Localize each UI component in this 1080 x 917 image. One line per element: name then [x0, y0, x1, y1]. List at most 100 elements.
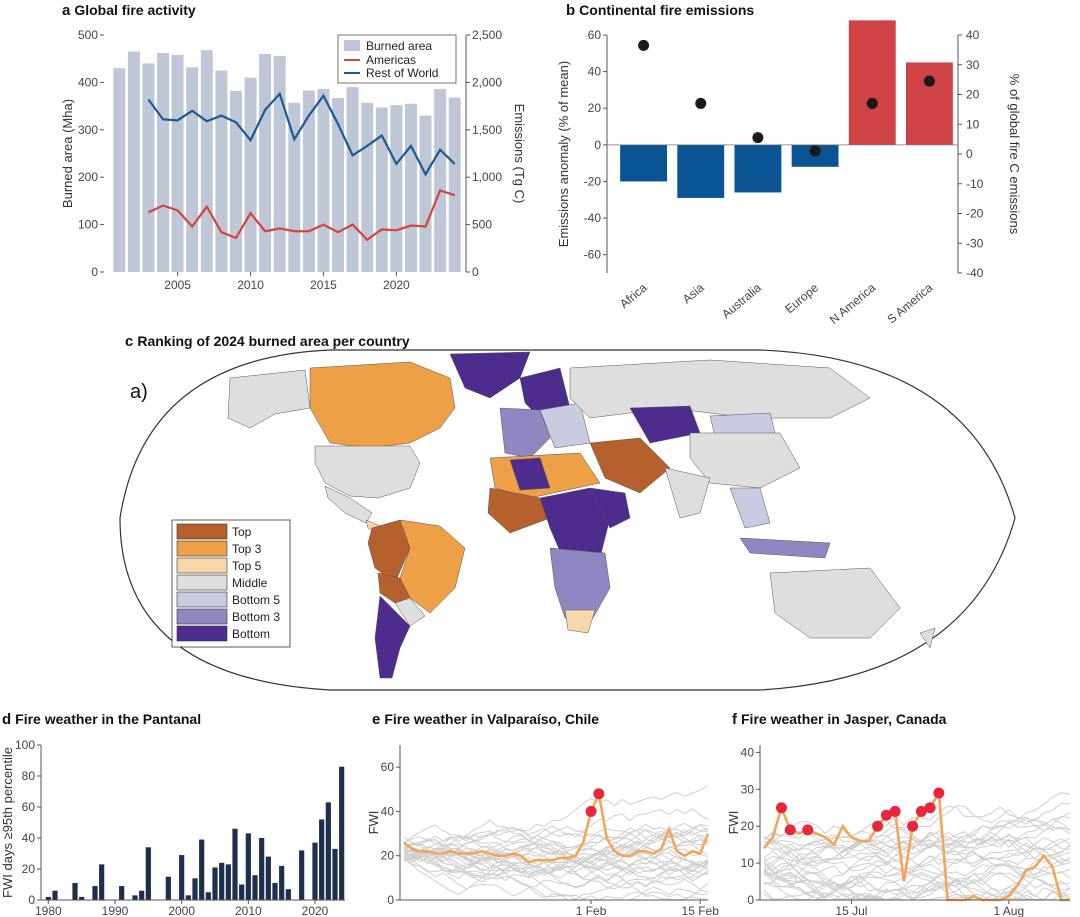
x-tick-label: 2010 [235, 904, 262, 917]
map-country-algeria [509, 457, 551, 491]
map-legend-swatch [176, 574, 228, 591]
map-legend-swatch [176, 591, 228, 608]
y-tick-label: 40 [381, 804, 395, 818]
y-tick-label: 0 [28, 893, 35, 907]
y2-tick-label: -30 [966, 236, 984, 250]
bar-burned-area [215, 70, 228, 272]
bar-burned-area [186, 67, 199, 273]
bar-fwi-days [212, 867, 218, 900]
y2-tick-label: 1,500 [472, 123, 502, 137]
bar-emissions-anomaly [848, 20, 896, 145]
legend-label-rest-of-world: Rest of World [366, 66, 438, 80]
fwi-extreme-dot [802, 824, 814, 836]
highlight-fwi-line [762, 788, 1070, 902]
y-tick-label: 80 [22, 769, 36, 783]
bar-fwi-days [312, 842, 318, 900]
bar-fwi-days [252, 875, 258, 900]
bar-fwi-days [165, 876, 171, 900]
dot-global-share [866, 97, 878, 109]
y-tick-label: 20 [741, 819, 755, 833]
map-legend-label: Top [232, 525, 252, 539]
map-country-argentina [374, 595, 411, 679]
bar-fwi-days [225, 864, 231, 900]
map-legend-label: Top 5 [232, 559, 262, 573]
y-tick-label: 300 [78, 123, 98, 137]
background-fwi-line [403, 853, 709, 897]
panel-f-title: f Fire weather in Jasper, Canada [732, 711, 947, 728]
bar-fwi-days [299, 850, 305, 900]
bar-burned-area [361, 102, 374, 272]
bar-fwi-days [232, 828, 238, 900]
background-fwi-line [763, 823, 1071, 876]
map-country-south-africa [564, 609, 596, 634]
map-country-australia [769, 567, 901, 639]
background-fwi-line [403, 850, 709, 901]
bar-burned-area [259, 53, 272, 273]
fwi-extreme-dot [933, 787, 945, 799]
x-tick-label: 15 Jul [835, 904, 867, 917]
x-tick-label: 1980 [35, 904, 62, 917]
background-fwi-line [403, 847, 709, 882]
bar-fwi-days [192, 878, 198, 900]
map-country-india [664, 467, 711, 519]
background-fwi-line [763, 817, 1071, 872]
panel-c-title: c Ranking of 2024 burned area per country [125, 333, 410, 350]
map-legend-label: Top 3 [232, 542, 262, 556]
map-countries [227, 351, 936, 679]
x-category-label: N America [827, 280, 879, 327]
x-category-label: Asia [680, 280, 707, 306]
y2-tick-label: 2,500 [472, 28, 502, 42]
map-country-mongolia [709, 412, 776, 437]
y-tick-label: 60 [381, 760, 395, 774]
map-country-new-zealand [919, 627, 936, 649]
fwi-extreme-dot [880, 809, 892, 821]
y-tick-label: 30 [741, 782, 755, 796]
bar-fwi-days [279, 865, 285, 900]
y2-tick-label: -40 [966, 266, 984, 280]
bar-fwi-days [99, 864, 105, 900]
highlight-fwi-line [403, 789, 710, 864]
y2-tick-label: 0 [966, 147, 973, 161]
x-tick-label: 2020 [302, 904, 329, 917]
legend-label-burned-area: Burned area [366, 39, 432, 53]
background-fwi-line [403, 785, 709, 862]
map-legend-swatch [176, 540, 228, 557]
map-country-southeast-asia [729, 487, 771, 529]
bar-burned-area [332, 98, 345, 273]
x-category-label: Europe [782, 280, 821, 316]
map-legend-label: Bottom 3 [232, 610, 280, 624]
y-tick-label: 40 [588, 65, 602, 79]
bar-burned-area [273, 55, 286, 272]
background-fwi-line [403, 852, 709, 895]
y2-tick-label: 10 [966, 117, 980, 131]
background-fwi-line [763, 837, 1071, 888]
fwi-extreme-dot [775, 802, 787, 814]
bar-fwi-days [332, 848, 338, 900]
map-country-middle-east [589, 437, 671, 494]
bar-burned-area [404, 103, 417, 272]
background-fwi-line [763, 812, 1071, 852]
background-fwi-line [763, 870, 1071, 901]
map-legend-swatch [176, 557, 228, 574]
bar-fwi-days [325, 802, 331, 900]
x-tick-label: 2005 [164, 278, 191, 292]
background-fwi-line [403, 846, 709, 888]
y-tick-label: 100 [15, 738, 35, 752]
map-legend: Top Top 3 Top 5 Middle Bottom 5 Bottom 3 Botto… [171, 519, 291, 648]
dot-global-share [809, 145, 821, 157]
bar-fwi-days [272, 882, 278, 900]
y-tick-label: 40 [22, 831, 36, 845]
map-country-greenland [449, 351, 531, 399]
fwi-extreme-dot [585, 805, 597, 817]
bar-emissions-anomaly [905, 62, 953, 145]
bar-fwi-days [145, 847, 151, 900]
y2-tick-label: 1,000 [472, 170, 502, 184]
legend-label-americas: Americas [366, 53, 416, 67]
map-legend-label: Bottom 5 [232, 593, 280, 607]
fwi-extreme-dot [872, 820, 884, 832]
bar-fwi-days [179, 855, 185, 900]
y2-tick-label: -10 [966, 177, 984, 191]
bar-fwi-days [79, 896, 85, 900]
bar-burned-area [157, 53, 170, 273]
map-legend-label: Bottom [232, 627, 270, 641]
